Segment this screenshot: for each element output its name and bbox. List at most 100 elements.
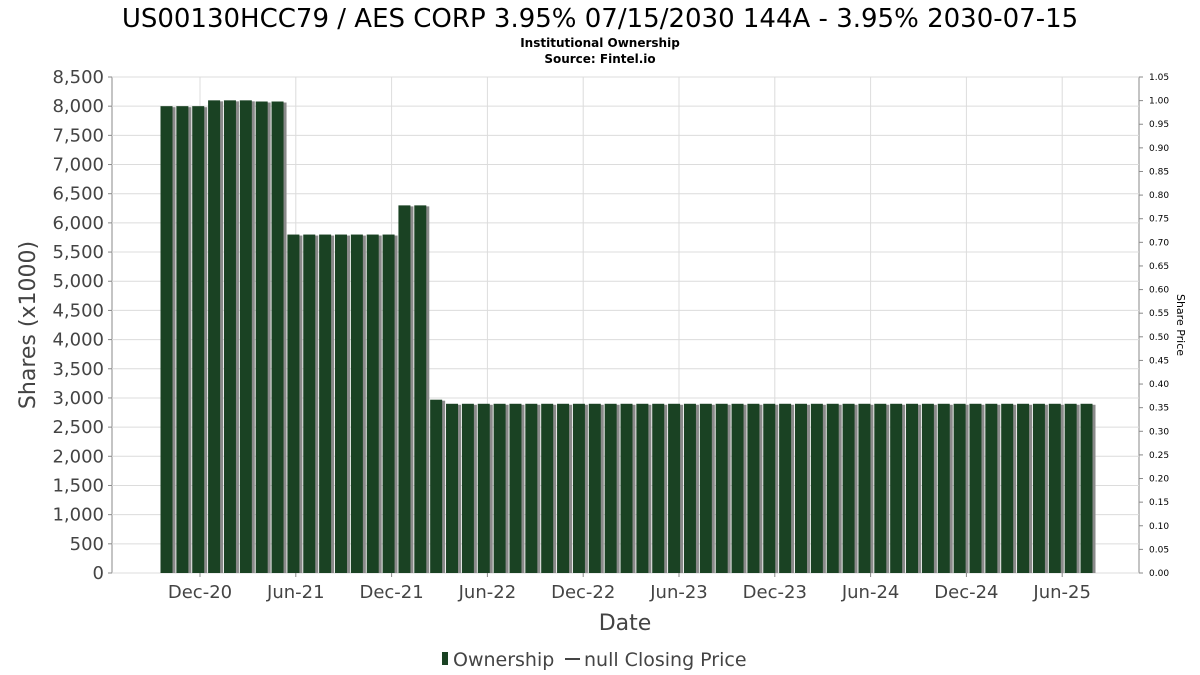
x-tick-label: Dec-23 [743, 582, 807, 603]
y-tick-label: 8,000 [52, 96, 104, 117]
ownership-bar [493, 403, 506, 573]
ownership-bar [921, 403, 934, 573]
ownership-bar [620, 403, 633, 573]
y-tick-label: 4,500 [52, 300, 104, 321]
y2-tick-label: 0.40 [1149, 380, 1169, 390]
y-tick-label: 7,500 [52, 125, 104, 146]
ownership-bar [604, 403, 617, 573]
y-tick-label: 6,500 [52, 184, 104, 205]
chart-subtitle: Institutional Ownership [520, 36, 680, 50]
ownership-bar [366, 234, 379, 573]
ownership-bar [319, 234, 332, 573]
ownership-bar [208, 100, 221, 573]
y2-tick-label: 0.70 [1149, 238, 1169, 248]
ownership-bar [541, 403, 554, 573]
x-axis-label: Date [599, 611, 652, 636]
legend-ownership-swatch [442, 652, 448, 665]
ownership-bar [810, 403, 823, 573]
y-tick-label: 2,000 [52, 446, 104, 467]
ownership-bar [303, 234, 316, 573]
ownership-bar [715, 403, 728, 573]
x-tick-label: Jun-25 [1032, 582, 1091, 603]
y2-tick-label: 0.25 [1149, 451, 1169, 461]
ownership-bar [287, 234, 300, 573]
y-tick-label: 5,500 [52, 242, 104, 263]
ownership-bar [668, 403, 681, 573]
y-tick-label: 4,000 [52, 330, 104, 351]
x-tick-label: Jun-21 [266, 582, 325, 603]
y2-tick-label: 0.00 [1149, 569, 1169, 579]
y2-tick-label: 0.75 [1149, 215, 1169, 225]
ownership-bar [525, 403, 538, 573]
y2-tick-label: 0.80 [1149, 191, 1169, 201]
ownership-bar [906, 403, 919, 573]
ownership-bar [160, 106, 173, 574]
x-tick-label: Dec-24 [934, 582, 998, 603]
ownership-bar [1032, 403, 1045, 573]
bars [160, 100, 1096, 574]
y2-tick-label: 0.20 [1149, 475, 1169, 485]
y2-axis-ticks: 0.00 0.05 0.10 0.15 0.20 0.25 0.30 0.35 0.40 0.45… [1139, 73, 1169, 579]
x-tick-label: Dec-21 [359, 582, 423, 603]
y-tick-label: 0 [93, 563, 104, 584]
y-tick-label: 1,000 [52, 505, 104, 526]
ownership-bar [350, 234, 363, 573]
y-tick-label: 1,500 [52, 475, 104, 496]
x-tick-label: Jun-22 [458, 582, 517, 603]
x-tick-label: Jun-23 [649, 582, 708, 603]
y2-tick-label: 0.30 [1149, 427, 1169, 437]
ownership-bar [192, 106, 205, 574]
ownership-bar [937, 403, 950, 573]
chart-source: Source: Fintel.io [544, 52, 655, 66]
ownership-bar [461, 403, 474, 573]
ownership-bar [176, 106, 189, 574]
x-axis-ticks: Dec-20 Jun-21 Dec-21 Jun-22 Dec-22 Jun-23 Dec-… [168, 573, 1091, 603]
ownership-bar [636, 403, 649, 573]
y-tick-label: 500 [70, 534, 104, 555]
legend-closing-price-label: null Closing Price [584, 649, 747, 671]
ownership-bar [271, 101, 284, 573]
ownership-bar [953, 403, 966, 573]
ownership-bar [747, 403, 760, 573]
x-tick-label: Jun-24 [841, 582, 900, 603]
ownership-bar [763, 403, 776, 573]
y2-tick-label: 0.60 [1149, 286, 1169, 296]
ownership-bar [223, 100, 236, 573]
ownership-bar [1048, 403, 1061, 573]
ownership-bar [1017, 403, 1030, 573]
ownership-bar [572, 403, 585, 573]
ownership-bar [430, 399, 443, 573]
y2-tick-label: 0.65 [1149, 262, 1169, 272]
ownership-bar [858, 403, 871, 573]
ownership-bar [398, 205, 411, 573]
y-axis-label: Shares (x1000) [16, 241, 41, 409]
ownership-bar [683, 403, 696, 573]
ownership-bar [1001, 403, 1014, 573]
ownership-bar [874, 403, 887, 573]
legend-ownership-label: Ownership [453, 649, 554, 671]
y2-tick-label: 0.85 [1149, 167, 1169, 177]
y2-tick-label: 0.50 [1149, 333, 1169, 343]
y2-tick-label: 0.55 [1149, 309, 1169, 319]
y2-tick-label: 1.00 [1149, 97, 1169, 107]
ownership-bar [1080, 403, 1093, 573]
y-tick-label: 8,500 [52, 67, 104, 88]
ownership-bar [890, 403, 903, 573]
y2-tick-label: 0.10 [1149, 522, 1169, 532]
y-tick-label: 2,500 [52, 417, 104, 438]
ownership-bar [477, 403, 490, 573]
chart-title: US00130HCC79 / AES CORP 3.95% 07/15/2030… [122, 4, 1078, 34]
ownership-bar [826, 403, 839, 573]
ownership-bar [731, 403, 744, 573]
ownership-bar [969, 403, 982, 573]
ownership-bar [334, 234, 347, 573]
y-axis-ticks: 0 500 1,000 1,500 2,000 2,500 3,000 3,500 4,000 4… [52, 67, 112, 584]
y2-tick-label: 0.95 [1149, 120, 1169, 130]
y2-tick-label: 0.90 [1149, 144, 1169, 154]
ownership-bar [699, 403, 712, 573]
ownership-bar [382, 234, 395, 573]
x-tick-label: Dec-20 [168, 582, 232, 603]
ownership-bar [255, 101, 268, 573]
ownership-bar [842, 403, 855, 573]
